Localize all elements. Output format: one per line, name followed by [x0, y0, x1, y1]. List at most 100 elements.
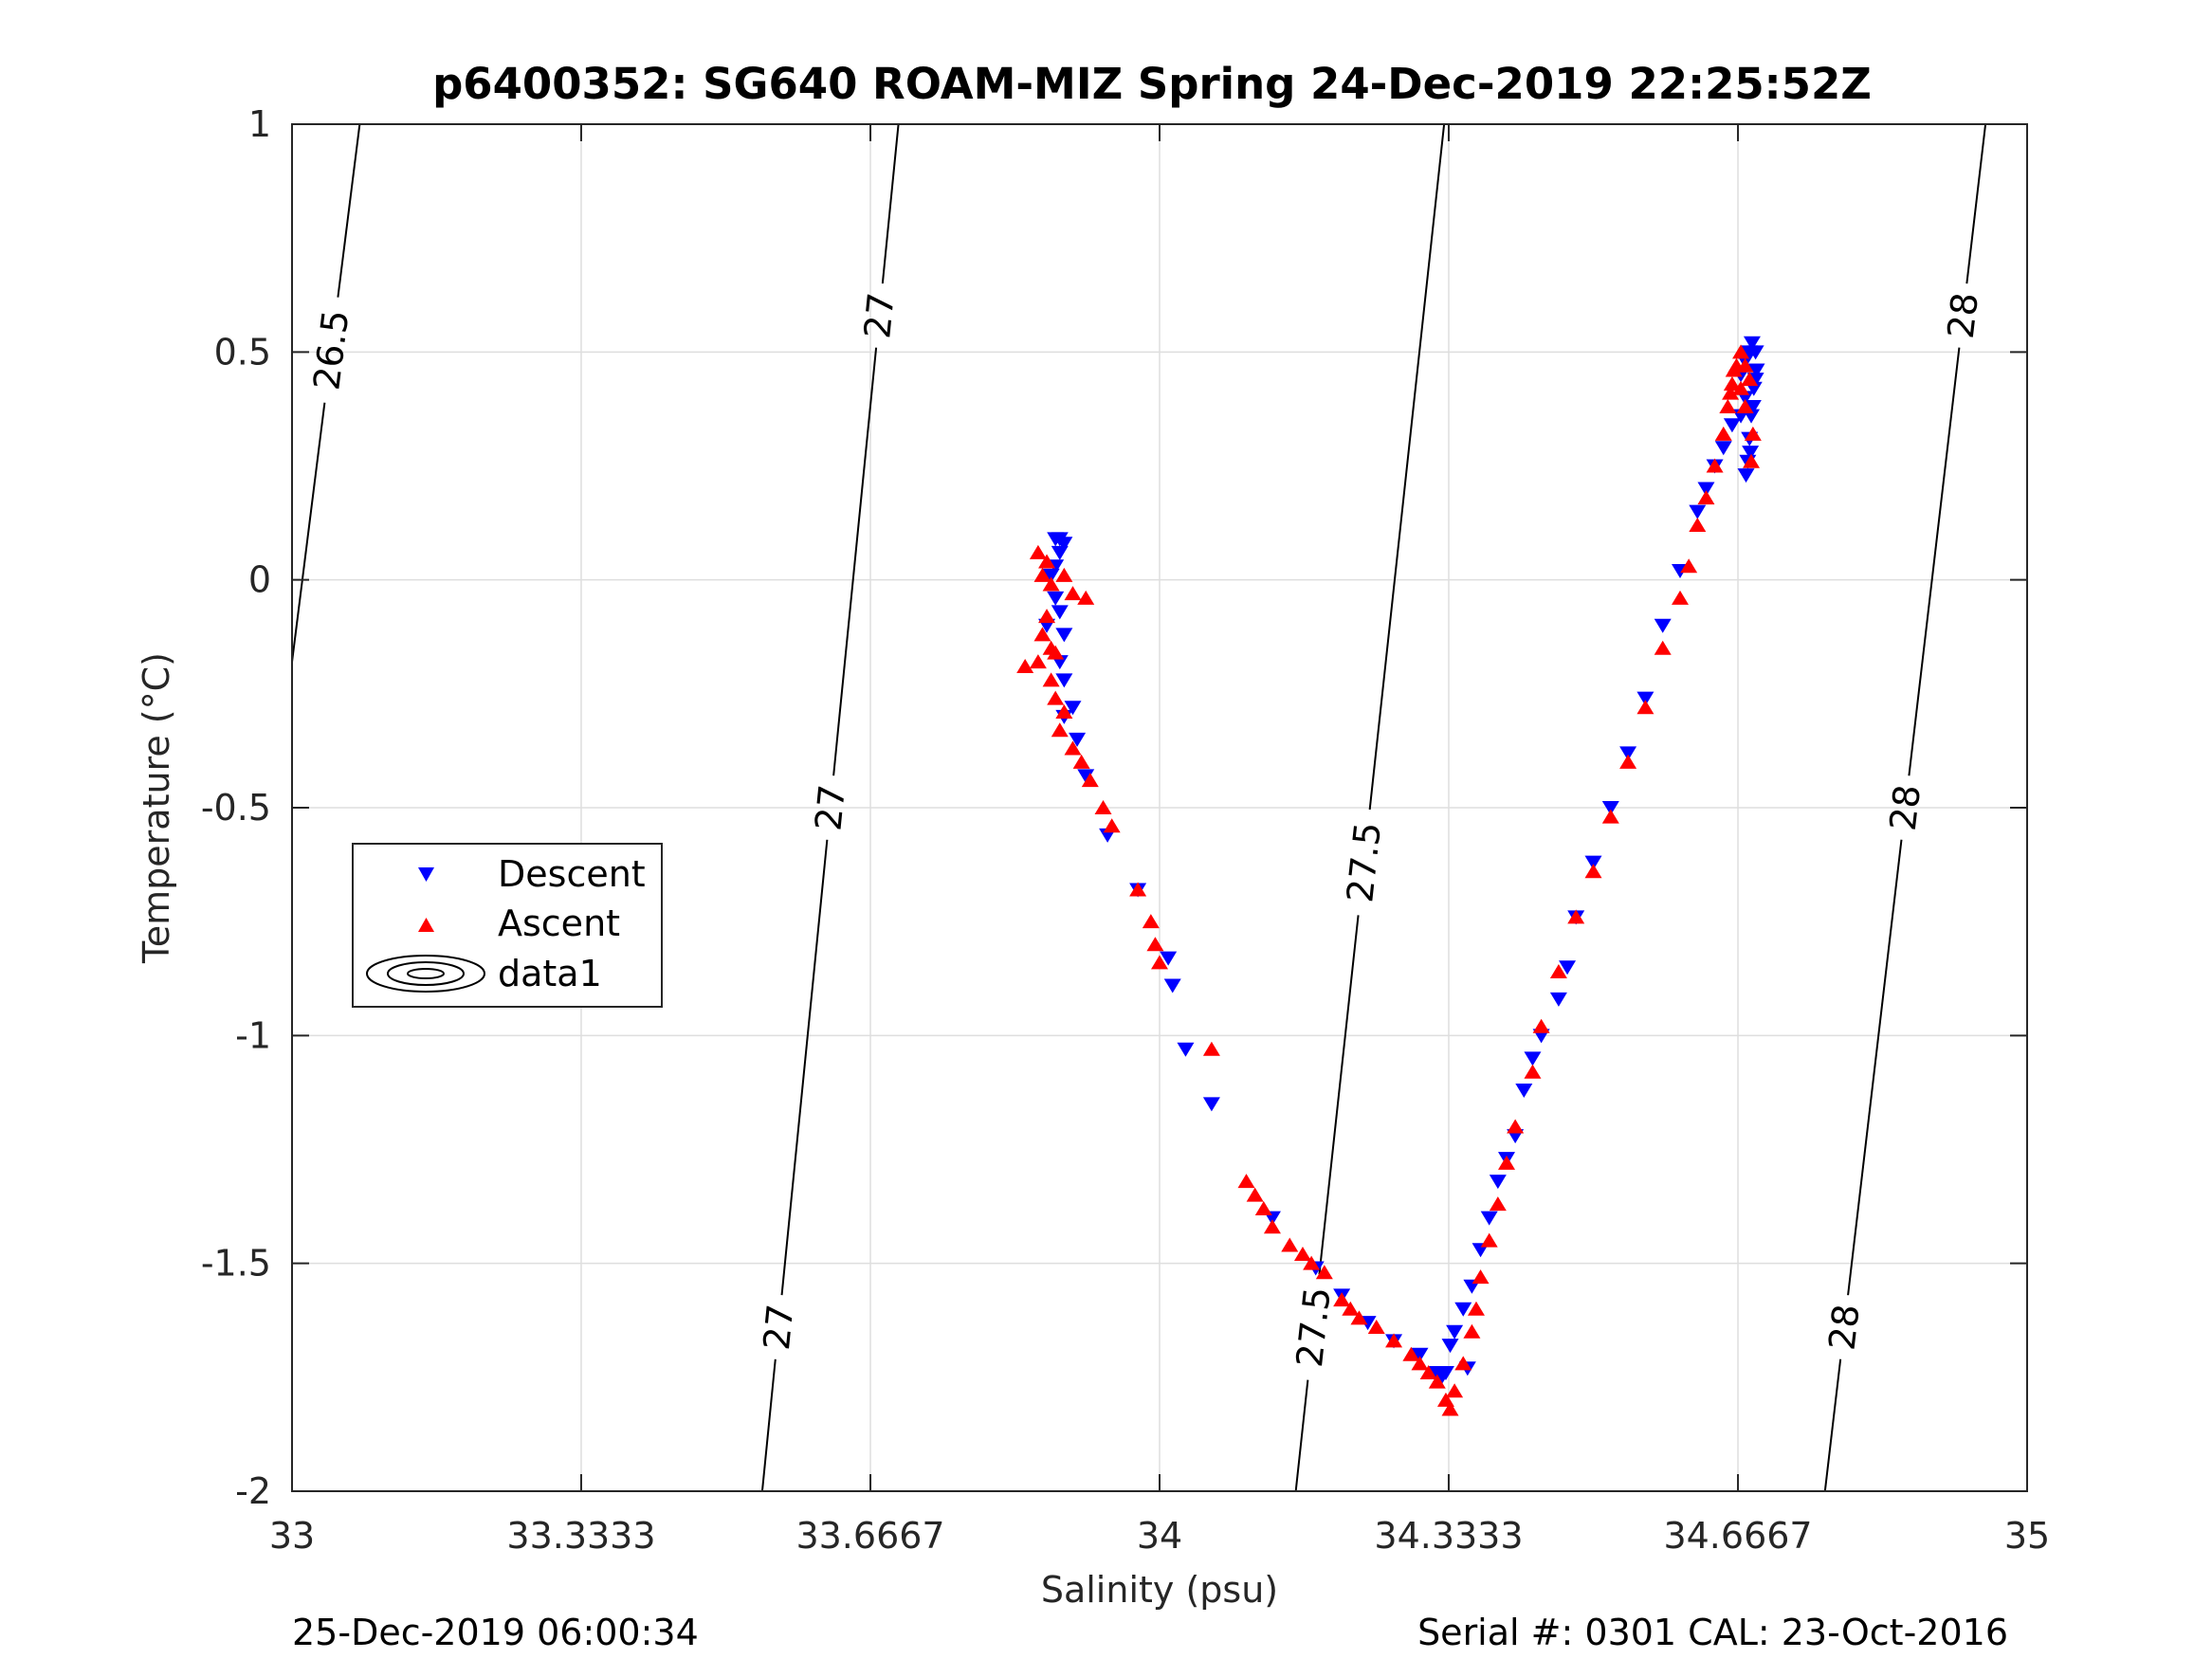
ascent-data-point: [1672, 590, 1689, 605]
density-contour-line: [1294, 1379, 1309, 1492]
x-axis-label: Salinity (psu): [1041, 1569, 1278, 1611]
ascent-data-point: [1367, 1319, 1385, 1334]
ascent-data-point: [1055, 704, 1073, 720]
ascent-data-point: [1601, 809, 1619, 824]
ascent-data-point: [1237, 1174, 1255, 1189]
ascent-data-point: [1446, 1383, 1464, 1398]
descent-data-point: [1077, 769, 1095, 784]
descent-data-point: [1051, 545, 1069, 560]
y-tick-label: -2: [235, 1470, 271, 1512]
descent-data-point: [1737, 468, 1755, 483]
ascent-data-point: [1736, 399, 1754, 414]
descent-data-point: [1436, 1366, 1454, 1381]
density-contour-layer: 26.5 27 27 27 27.5 27.5 28 28 28: [291, 123, 1987, 1492]
ascent-data-point: [1246, 1187, 1264, 1202]
descent-data-point: [1515, 1084, 1533, 1099]
density-contour-line: [760, 1358, 777, 1492]
density-contour-line: [1908, 347, 1961, 776]
descent-data-point: [1202, 1097, 1220, 1112]
ascent-data-point: [1033, 627, 1051, 642]
density-contour-label: 27: [807, 783, 853, 832]
ascent-data-point: [1047, 690, 1065, 705]
y-axis-label: Temperature (°C): [136, 652, 177, 964]
x-tick-label: 33: [269, 1515, 315, 1557]
ascent-data-point: [1619, 754, 1637, 769]
density-contour-line: [1318, 915, 1360, 1275]
ascent-data-point: [1722, 385, 1740, 400]
ascent-data-point: [1714, 426, 1732, 441]
ascent-data-point: [1016, 658, 1034, 673]
ascent-data-point: [1029, 544, 1047, 559]
ascent-data-point: [1055, 567, 1073, 582]
ascent-data-point: [1480, 1232, 1498, 1248]
legend-entry-descent: Descent: [418, 853, 646, 895]
density-contour-label: 28: [1820, 1302, 1867, 1352]
ascent-data-point: [1419, 1365, 1437, 1380]
ascent-data-point: [1129, 882, 1147, 897]
y-tick-label: 0.5: [214, 331, 271, 373]
density-contour-label: 28: [1940, 290, 1986, 340]
ascent-data-point: [1472, 1269, 1490, 1285]
descent-data-point: [1524, 1051, 1542, 1066]
descent-data-point: [1454, 1302, 1472, 1317]
x-tick-label: 35: [2004, 1515, 2050, 1557]
ascent-data-point: [1042, 576, 1060, 592]
ascent-data-point: [1051, 722, 1069, 738]
descent-data-point: [1689, 504, 1707, 520]
density-contour-line: [1823, 1358, 1842, 1492]
ascent-data-point: [1697, 490, 1715, 505]
ascent-data-point: [1741, 372, 1759, 387]
legend[interactable]: Descent Ascent data1: [352, 843, 663, 1008]
y-tick-labels: -2 -1.5 -1 -0.5 0 0.5 1: [201, 103, 271, 1512]
ascent-data-point: [1725, 362, 1743, 377]
density-contour-line: [1965, 123, 1987, 284]
descent-data-point: [1411, 1347, 1429, 1362]
ascent-data-point: [1303, 1255, 1321, 1270]
density-contour-label: 27.5: [1339, 820, 1389, 904]
descent-data-point: [1746, 345, 1764, 360]
footer-serial-cal: Serial #: 0301 CAL: 23-Oct-2016: [1417, 1612, 2008, 1653]
legend-ascent-marker: [418, 918, 434, 932]
descent-data-point: [1489, 1175, 1507, 1190]
density-contour-line: [1847, 839, 1903, 1296]
plot-area: 26.5 27 27 27 27.5 27.5 28 28 28: [291, 123, 2028, 1492]
descent-data-point: [1559, 960, 1577, 975]
ascent-series-layer: [1016, 344, 1762, 1416]
descent-data-point: [1723, 418, 1741, 433]
descent-data-point: [1697, 482, 1715, 497]
descent-data-point: [1055, 537, 1073, 552]
descent-data-point: [1042, 568, 1060, 583]
ascent-data-point: [1654, 640, 1672, 655]
ascent-data-point: [1142, 914, 1160, 929]
y-tick-label: -1: [235, 1014, 271, 1056]
descent-data-point: [1744, 400, 1762, 415]
descent-data-point: [1549, 992, 1567, 1007]
legend-box: [352, 843, 663, 1008]
ascent-data-point: [1689, 517, 1707, 532]
ascent-data-point: [1151, 955, 1168, 970]
ascent-data-point: [1736, 357, 1754, 373]
legend-descent-label: Descent: [498, 853, 646, 895]
descent-data-point: [1742, 446, 1760, 461]
ascent-data-point: [1732, 344, 1750, 359]
ascent-data-point: [1463, 1323, 1481, 1339]
ascent-data-point: [1441, 1401, 1459, 1416]
ascent-data-point: [1385, 1333, 1403, 1348]
tick-mark-layer: [291, 123, 2028, 1492]
ascent-data-point: [1094, 800, 1112, 814]
legend-entry-ascent: Ascent: [418, 902, 620, 944]
y-tick-label: 1: [248, 103, 271, 145]
ascent-data-point: [1402, 1346, 1420, 1361]
ascent-data-point: [1549, 964, 1567, 979]
x-tick-label: 34.3333: [1374, 1515, 1523, 1557]
contour-ellipses-icon: [366, 955, 485, 993]
ascent-data-point: [1281, 1237, 1299, 1252]
ascent-data-point: [1636, 700, 1654, 715]
ascent-data-point: [1029, 654, 1047, 669]
descent-data-point: [1747, 363, 1765, 378]
descent-data-point: [1160, 951, 1178, 966]
ascent-data-point: [1744, 426, 1762, 441]
footer-timestamp: 25-Dec-2019 06:00:34: [292, 1612, 699, 1653]
x-tick-label: 33.6667: [795, 1515, 944, 1557]
ascent-data-point: [1732, 380, 1750, 395]
